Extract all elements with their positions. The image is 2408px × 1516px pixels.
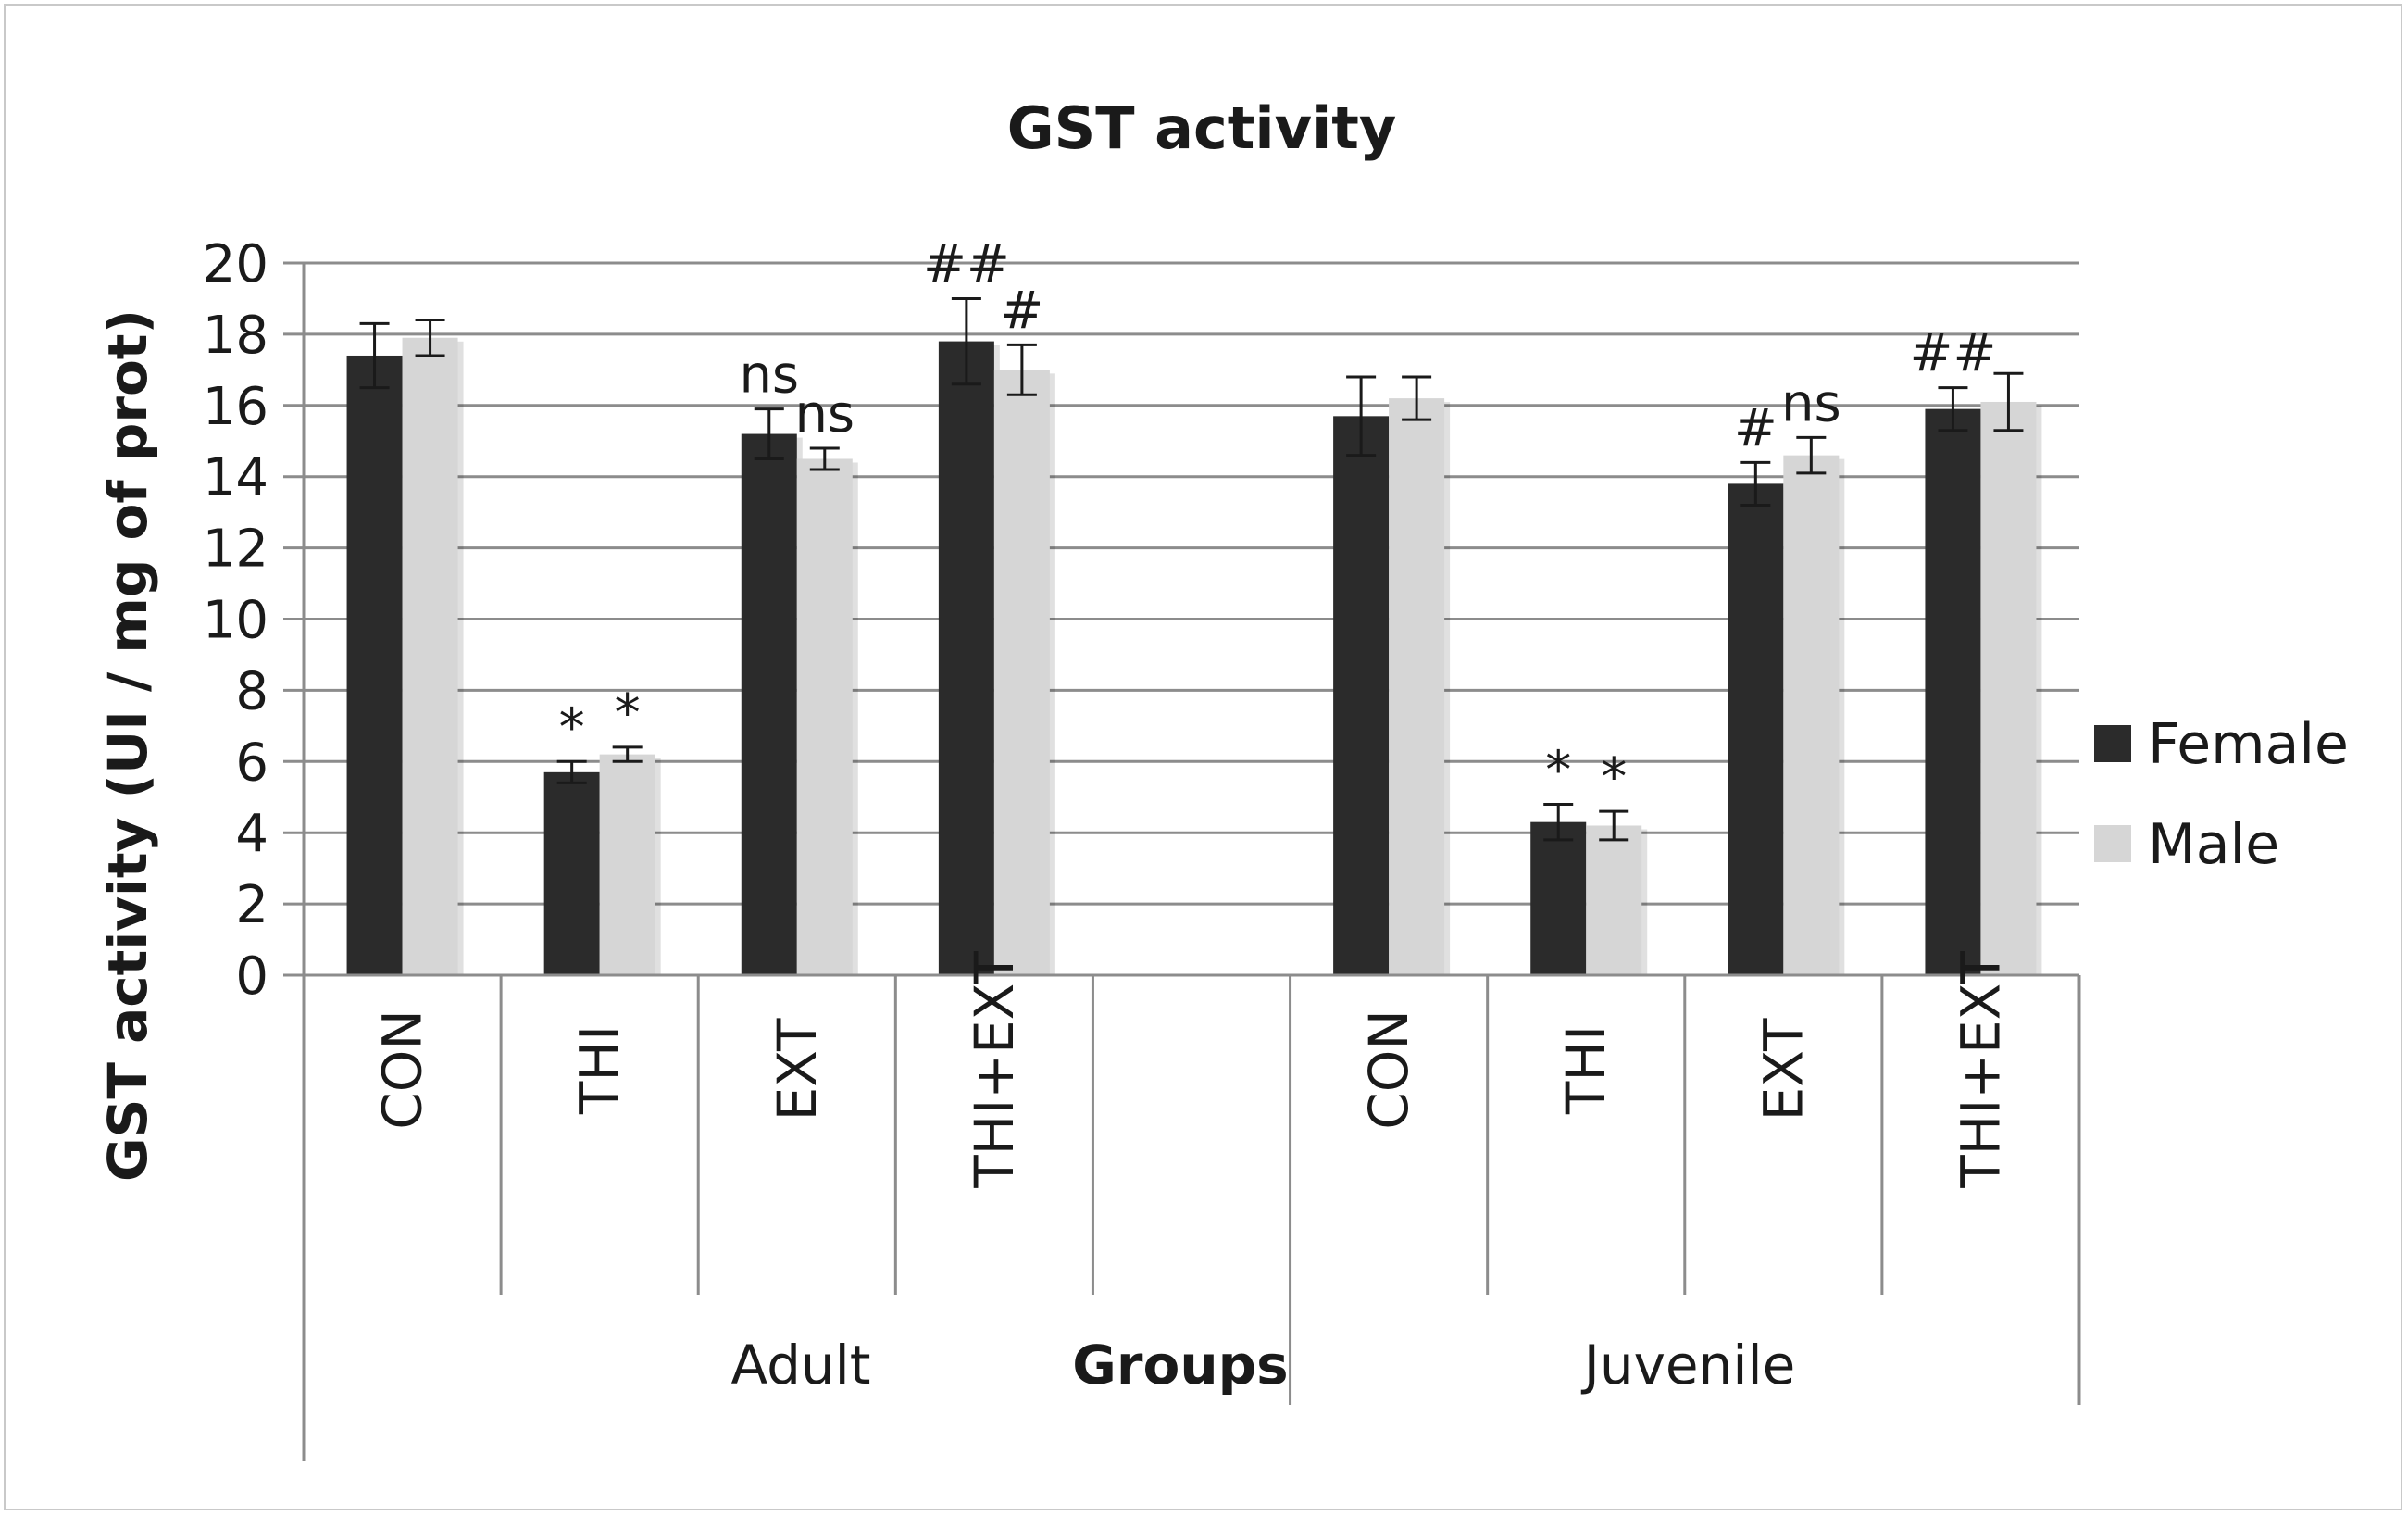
bars — [346, 337, 2042, 976]
y-axis-title: GST activity (UI / mg of prot) — [96, 309, 159, 1182]
x-category-label: CON — [371, 1009, 434, 1130]
bar-female — [741, 433, 797, 975]
y-tick-label: 18 — [203, 306, 268, 366]
significance-label: * — [1601, 747, 1627, 808]
x-category-label: EXT — [1752, 1018, 1815, 1121]
significance-label: * — [1545, 740, 1571, 800]
y-tick-labels: 0 2 4 6 8 10 12 14 16 18 20 — [203, 234, 268, 1007]
bar-female — [346, 355, 403, 976]
y-tick-label: 0 — [235, 946, 268, 1007]
significance-label: ## — [1910, 324, 1997, 384]
x-category-label: EXT — [766, 1018, 829, 1121]
y-tick-label: 8 — [235, 661, 268, 721]
bar-female — [1333, 416, 1390, 976]
bar-male — [796, 458, 853, 976]
y-tick-label: 20 — [203, 234, 268, 294]
x-axis-title: Groups — [1072, 1334, 1288, 1397]
y-tick-label: 6 — [235, 733, 268, 793]
bar-male — [1389, 398, 1445, 975]
chart-frame — [4, 4, 2402, 1510]
legend: Female Male — [2094, 712, 2349, 877]
x-group-label: Juvenile — [1581, 1334, 1796, 1397]
x-category-labels: CON THI EXT THI+EXT CON THI EXT THI+EXT — [371, 951, 2013, 1189]
error-bars — [359, 296, 2024, 842]
bar-male — [1783, 455, 1840, 975]
bar-female — [1925, 408, 1981, 975]
significance-label: * — [615, 683, 641, 744]
legend-swatch-female — [2094, 725, 2131, 762]
bar-male — [1980, 401, 2037, 976]
x-category-label: THI+EXT — [1949, 951, 2012, 1189]
bar-male — [993, 370, 1050, 976]
legend-label-female: Female — [2148, 712, 2349, 777]
bar-female — [1728, 483, 1784, 975]
significance-label: ## — [923, 234, 1010, 294]
y-tick-label: 12 — [203, 520, 268, 580]
bar-male — [599, 754, 655, 975]
significance-label: ns — [1781, 373, 1841, 433]
y-tick-label: 2 — [235, 875, 268, 935]
x-group-label: Adult — [730, 1334, 870, 1397]
y-tick-label: 10 — [203, 591, 268, 651]
axes — [302, 263, 2081, 1461]
y-tick-label: 4 — [235, 804, 268, 864]
significance-label: ns — [794, 384, 855, 445]
legend-label-male: Male — [2148, 812, 2279, 877]
x-group-labels: Adult Juvenile — [730, 1334, 1795, 1397]
bar-female — [938, 341, 994, 976]
y-tick-label: 16 — [203, 377, 268, 437]
x-category-label: THI — [568, 1025, 631, 1115]
x-category-label: CON — [1357, 1009, 1420, 1130]
bar-male — [1586, 825, 1642, 975]
bar-male — [402, 337, 458, 975]
y-tick-label: 14 — [203, 448, 268, 508]
x-category-label: THI — [1554, 1025, 1617, 1115]
significance-label: # — [1734, 398, 1778, 458]
legend-swatch-male — [2094, 825, 2131, 862]
significance-label: * — [559, 697, 585, 758]
significance-label: ns — [739, 345, 799, 406]
bar-female — [543, 771, 600, 975]
chart-title: GST activity — [1007, 94, 1397, 162]
bar-female — [1530, 821, 1587, 975]
x-category-label: THI+EXT — [963, 951, 1026, 1189]
significance-label: # — [1000, 281, 1043, 341]
